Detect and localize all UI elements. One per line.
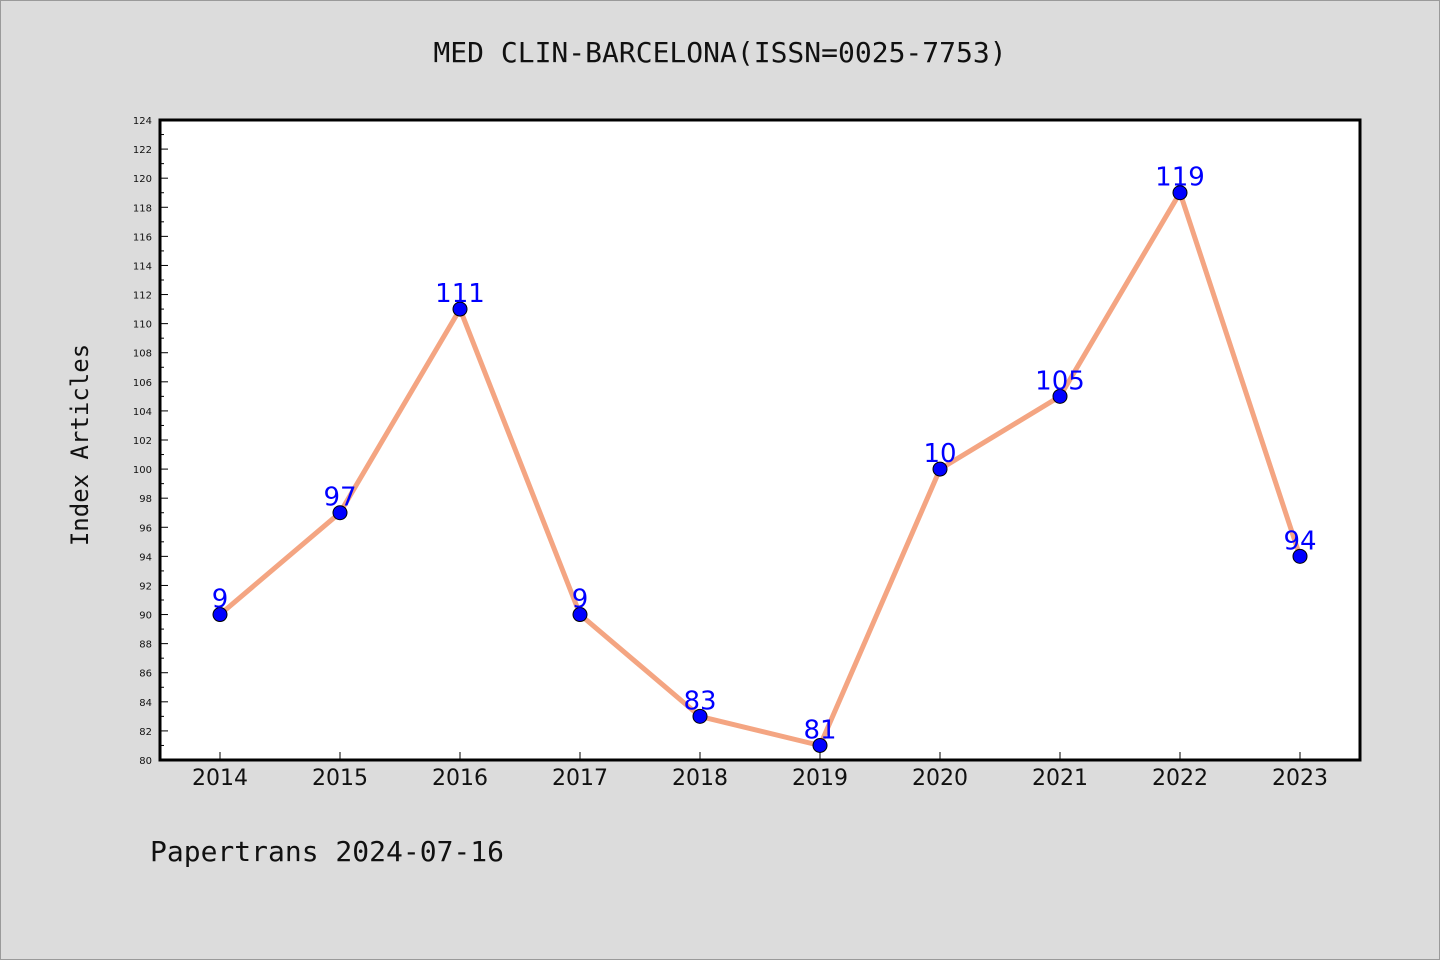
y-tick-label: 84 — [139, 698, 152, 709]
data-label: 97 — [323, 483, 356, 513]
y-tick-label: 82 — [139, 727, 152, 738]
data-point — [452, 301, 468, 317]
data-labels: 9 97 111 9 83 81 10 105 119 94 — [212, 163, 1317, 746]
chart-title: MED CLIN-BARCELONA(ISSN=0025-7753) — [433, 36, 1007, 69]
x-tick-label: 2020 — [912, 766, 968, 791]
x-tick-label: 2018 — [672, 766, 728, 791]
data-label: 83 — [683, 686, 716, 716]
footer-credit: Papertrans 2024-07-16 — [150, 835, 505, 868]
x-tick-label: 2014 — [192, 766, 248, 791]
data-point — [212, 607, 228, 623]
y-tick-label: 114 — [133, 261, 152, 272]
y-tick-label: 112 — [133, 291, 152, 302]
y-tick-label: 102 — [133, 436, 152, 447]
y-tick-label: 92 — [139, 581, 152, 592]
data-point — [572, 607, 588, 623]
data-label: 9 — [212, 585, 229, 615]
x-axis: 2014 2015 2016 2017 2018 2019 2020 2021 2022 2023 — [192, 752, 1328, 791]
y-tick-label: 80 — [139, 756, 152, 767]
x-tick-label: 2019 — [792, 766, 848, 791]
y-tick-label: 116 — [133, 232, 152, 243]
y-tick-label: 110 — [133, 320, 152, 331]
y-axis: 80 82 84 86 88 90 92 94 96 98 100 102 104 106 108 110 11… — [133, 116, 168, 767]
x-tick-label: 2022 — [1152, 766, 1208, 791]
data-label: 81 — [803, 715, 836, 745]
data-point — [932, 461, 948, 477]
y-tick-label: 120 — [133, 174, 152, 185]
x-tick-label: 2017 — [552, 766, 608, 791]
y-tick-label: 124 — [133, 116, 152, 127]
data-point — [332, 505, 348, 521]
data-label: 119 — [1155, 163, 1205, 193]
y-tick-label: 94 — [139, 552, 152, 563]
x-tick-label: 2016 — [432, 766, 488, 791]
series-layer — [212, 185, 1308, 753]
data-label: 9 — [572, 585, 589, 615]
y-tick-label: 100 — [133, 465, 152, 476]
data-point — [692, 708, 708, 724]
y-tick-label: 96 — [139, 523, 152, 534]
data-label: 94 — [1283, 526, 1316, 556]
y-tick-label: 98 — [139, 494, 152, 505]
y-tick-label: 104 — [133, 407, 152, 418]
data-label: 10 — [923, 439, 956, 469]
y-tick-label: 108 — [133, 349, 152, 360]
data-point — [1052, 388, 1068, 404]
data-point — [1292, 548, 1308, 564]
x-tick-label: 2021 — [1032, 766, 1088, 791]
series-line — [217, 190, 1303, 748]
data-label: 111 — [435, 279, 485, 309]
y-tick-label: 90 — [139, 611, 152, 622]
data-label: 105 — [1035, 366, 1085, 396]
plot-area — [158, 118, 1362, 762]
data-point — [812, 737, 828, 753]
y-tick-label: 106 — [133, 378, 152, 389]
y-tick-label: 88 — [139, 640, 152, 651]
x-tick-label: 2015 — [312, 766, 368, 791]
y-tick-label: 118 — [133, 203, 152, 214]
y-tick-label: 86 — [139, 669, 152, 680]
x-tick-label: 2023 — [1272, 766, 1328, 791]
y-tick-label: 122 — [133, 145, 152, 156]
data-point — [1172, 185, 1188, 201]
